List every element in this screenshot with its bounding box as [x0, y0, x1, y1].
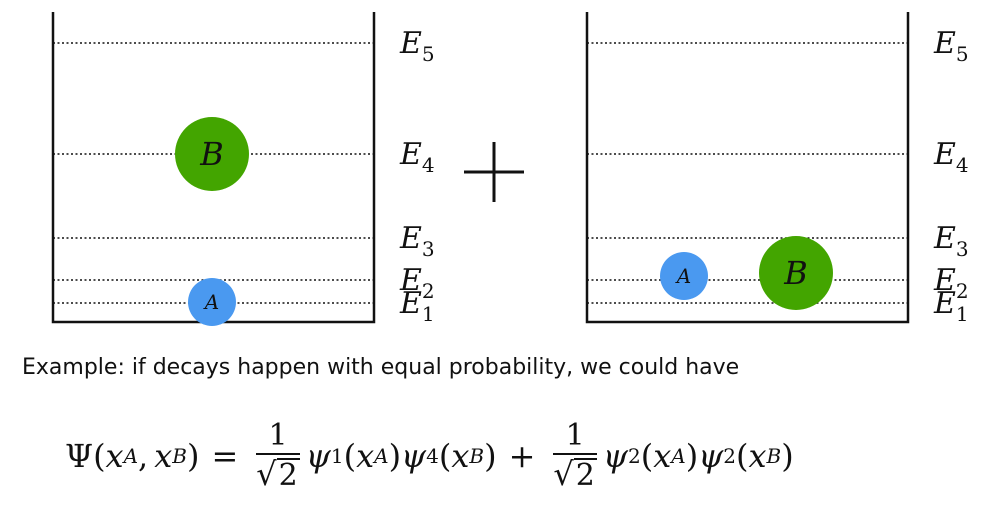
- wavefunction-equation: Ψ(x A, x B) = 1 √ 2 ψ 1(x A) ψ 4(x B) + 1 √ 2 ψ 2(x…: [65, 418, 794, 494]
- caption-text: Example: if decays happen with equal pro…: [22, 355, 740, 380]
- particle-label-b: B: [783, 254, 808, 292]
- level-label-e4: E4: [399, 137, 435, 177]
- fraction-1: 1 √ 2: [256, 418, 300, 493]
- level-label-e2: E2: [399, 263, 435, 303]
- well-walls: [585, 12, 910, 324]
- plus-sign: [464, 142, 524, 202]
- level-label-e3: E3: [399, 221, 435, 261]
- fraction-2: 1 √ 2: [553, 418, 597, 493]
- particle-b: [759, 236, 833, 310]
- particle-b: [175, 117, 249, 191]
- level-label-e1: E1: [933, 286, 969, 326]
- level-label-e2: E2: [933, 263, 969, 303]
- level-label-e4: E4: [933, 137, 969, 177]
- level-label-e5: E5: [933, 26, 969, 66]
- particle-a: [188, 278, 236, 326]
- level-label-e5: E5: [399, 26, 435, 66]
- particle-label-b: B: [199, 135, 224, 173]
- level-label-e1: E1: [399, 286, 435, 326]
- eq-psi: Ψ: [65, 437, 94, 475]
- particle-label-a: A: [675, 264, 691, 288]
- level-label-e3: E3: [933, 221, 969, 261]
- particle-label-a: A: [203, 290, 219, 314]
- particle-a: [660, 252, 708, 300]
